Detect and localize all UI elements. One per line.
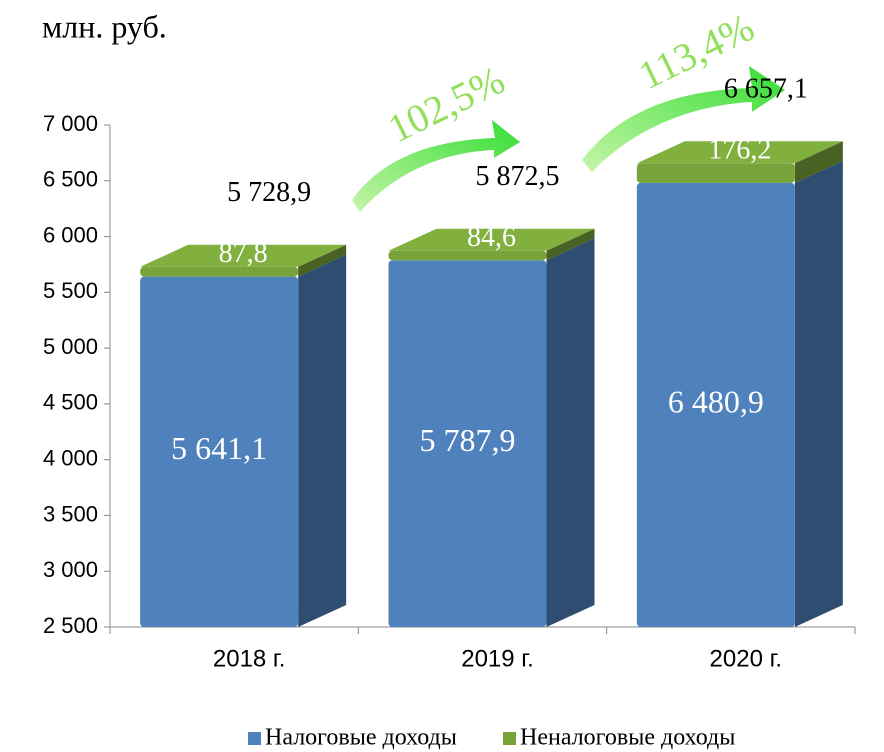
value-label: 84,6 <box>467 222 516 253</box>
y-tick-label: 3 000 <box>43 557 98 582</box>
legend-label: Неналоговые доходы <box>520 725 735 751</box>
y-tick-label: 3 500 <box>43 501 98 526</box>
value-label: 6 480,9 <box>668 383 764 419</box>
growth-label: 102,5% <box>381 57 512 152</box>
bar <box>636 182 795 627</box>
bar <box>388 260 547 627</box>
bar-top <box>388 228 595 251</box>
value-label: 176,2 <box>708 135 771 166</box>
legend-swatch <box>248 732 261 745</box>
legend-label: Налоговые доходы <box>265 725 457 751</box>
y-tick-label: 7 000 <box>43 111 98 136</box>
bar-side <box>546 238 595 627</box>
growth-arrow <box>582 66 785 172</box>
y-tick-label: 2 500 <box>43 613 98 638</box>
bar <box>140 276 299 627</box>
total-label: 5 872,5 <box>476 161 560 192</box>
x-tick-label: 2018 г. <box>213 645 286 672</box>
bar-top <box>140 244 347 267</box>
total-label: 6 657,1 <box>724 74 808 105</box>
x-tick-label: 2019 г. <box>461 645 534 672</box>
bar <box>636 163 795 183</box>
bar-side <box>546 228 595 261</box>
y-tick-label: 5 000 <box>43 334 98 359</box>
bar-side <box>298 254 347 628</box>
value-label: 5 641,1 <box>171 430 267 466</box>
bar-side <box>794 141 843 183</box>
x-tick-label: 2020 г. <box>710 645 783 672</box>
y-tick-label: 4 000 <box>43 445 98 470</box>
y-tick-label: 6 000 <box>43 222 98 247</box>
bar <box>388 250 547 261</box>
total-label: 5 728,9 <box>227 177 311 208</box>
bar-side <box>794 160 843 627</box>
bar-side <box>298 244 347 277</box>
value-label: 5 787,9 <box>420 422 516 458</box>
y-tick-label: 4 500 <box>43 390 98 415</box>
y-tick-label: 5 500 <box>43 278 98 303</box>
bar <box>140 266 299 277</box>
legend-swatch <box>503 732 516 745</box>
y-axis-label: млн. руб. <box>42 8 167 44</box>
bar-top <box>636 141 843 164</box>
y-tick-label: 6 500 <box>43 167 98 192</box>
value-label: 87,8 <box>219 238 268 269</box>
growth-arrow <box>352 120 520 212</box>
